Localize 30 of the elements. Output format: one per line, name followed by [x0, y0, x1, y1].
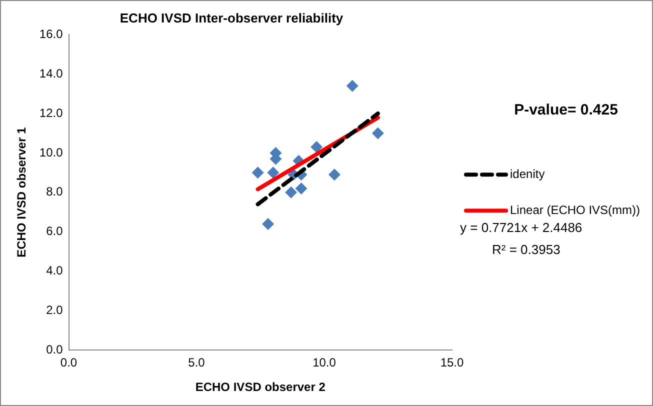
- y-tick-label: 0.0: [46, 342, 64, 357]
- x-axis-title: ECHO IVSD observer 2: [195, 380, 326, 394]
- point: [262, 218, 274, 230]
- y-tick-label: 2.0: [46, 303, 64, 318]
- x-tick-label: 5.0: [188, 356, 206, 370]
- y-tick-label: 16.0: [39, 26, 64, 41]
- y-tick-label: 8.0: [46, 184, 64, 199]
- legend-label: idenity: [510, 166, 545, 181]
- point: [252, 166, 264, 179]
- point: [295, 182, 308, 194]
- y-tick-label: 14.0: [39, 66, 64, 80]
- x-tick-label: 10.0: [312, 356, 336, 370]
- point: [285, 186, 298, 198]
- text: y = 0.7721x + 2.4486: [460, 220, 582, 236]
- y-tick-label: 4.0: [46, 264, 64, 278]
- point: [372, 127, 384, 140]
- x-tick-label: 0.0: [60, 356, 78, 370]
- y-tick-label: 6.0: [46, 224, 64, 238]
- y-tick-label: 12.0: [39, 106, 64, 120]
- chart-title: ECHO IVSD Inter-observer reliability: [120, 10, 344, 26]
- text: R² = 0.3953: [492, 242, 560, 258]
- point: [310, 141, 323, 154]
- point: [346, 80, 358, 92]
- legend-label: Linear (ECHO IVS(mm)): [510, 202, 640, 217]
- point: [328, 168, 340, 181]
- y-axis-title: ECHO IVSD observer 1: [14, 127, 29, 258]
- x-tick-label: 15.0: [440, 356, 464, 370]
- y-tick-label: 10.0: [39, 145, 64, 160]
- point: [267, 166, 280, 179]
- text: P-value= 0.425: [514, 102, 618, 119]
